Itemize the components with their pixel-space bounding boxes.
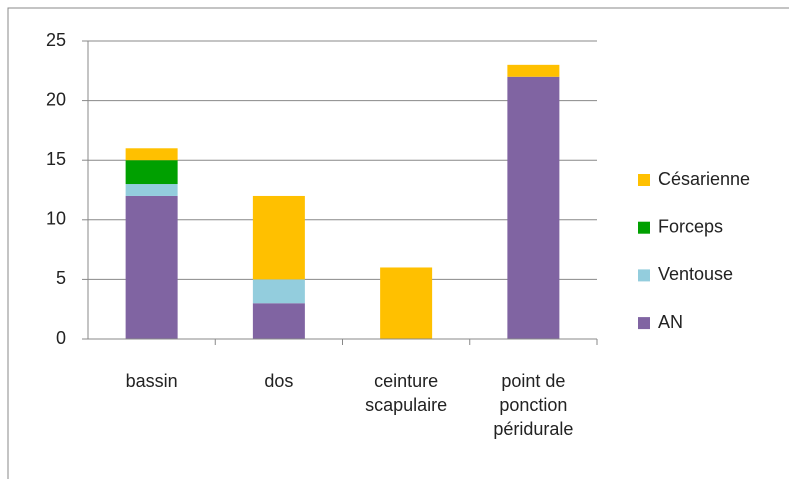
legend-label: Ventouse <box>658 264 733 284</box>
bar-segment <box>125 148 178 161</box>
x-tick-label: dos <box>264 371 294 391</box>
legend-label: Césarienne <box>658 169 750 189</box>
bar-segment <box>507 64 560 77</box>
legend-label: AN <box>658 312 683 332</box>
y-tick-label: 15 <box>46 149 66 169</box>
y-tick-label: 5 <box>56 268 66 288</box>
y-tick-label: 20 <box>46 89 66 109</box>
frame <box>7 7 789 479</box>
legend-swatch <box>638 221 650 234</box>
bar-segment <box>125 160 178 185</box>
bar-segment <box>125 195 178 339</box>
bar-segment <box>380 267 433 339</box>
legend-swatch <box>638 317 650 330</box>
y-tick-label: 10 <box>46 209 66 229</box>
y-tick-label: 0 <box>56 328 66 348</box>
bar-segment <box>125 184 178 196</box>
bar-segment <box>507 76 560 339</box>
bar-segment <box>252 195 305 280</box>
x-tick-label: ceinture scapulaire <box>365 371 448 415</box>
x-tick-label: point de ponction péridurale <box>493 371 574 439</box>
bar-segment <box>252 303 305 339</box>
x-tick-label: bassin <box>125 371 178 391</box>
legend-label: Forceps <box>658 216 723 236</box>
y-tick-label: 25 <box>46 30 66 50</box>
legend-swatch <box>638 269 650 282</box>
legend-swatch <box>638 174 650 186</box>
bar-segment <box>252 279 305 304</box>
